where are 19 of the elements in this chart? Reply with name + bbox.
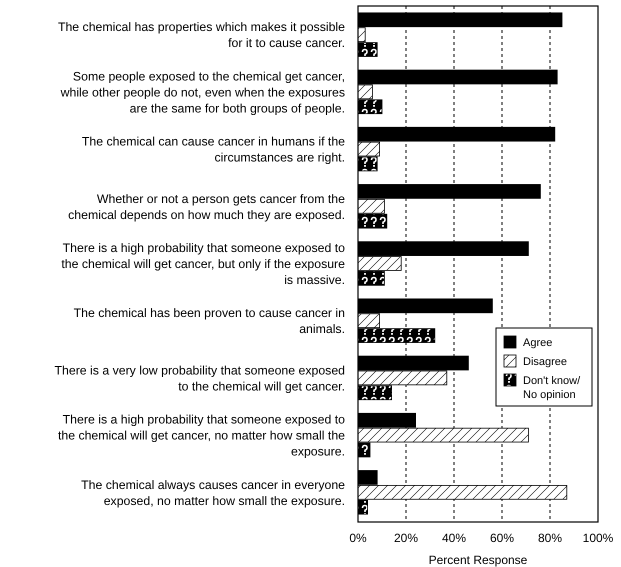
- y-tick-label: The chemical can cause cancer in humans if the circumstances are right.: [82, 134, 346, 165]
- y-tick-label: Whether or not a person gets cancer from the chemical depends on how much they are exposed.: [68, 192, 346, 222]
- x-tick-label: 60%: [490, 531, 514, 545]
- y-tick-label: There is a very low probability that someone exposed to the chemical will get cancer.: [54, 363, 346, 394]
- y-tick-label: The chemical has properties which makes it possible for it to cause cancer.: [58, 20, 346, 50]
- x-tick-label: 20%: [394, 531, 418, 545]
- legend-label: Agree: [523, 337, 552, 349]
- legend-label: Don't know/ No opinion: [523, 375, 582, 401]
- y-tick-label: The chemical always causes cancer in everyone exposed, no matter how small the exposure.: [81, 478, 346, 508]
- y-tick-label: There is a high probability that someone exposed to the chemical will get cancer, but only if the exposure is massive.: [61, 241, 346, 287]
- y-tick-label: Some people exposed to the chemical get cancer, while other people do not, even when the exposures are the same for both groups of people.: [60, 69, 345, 116]
- x-tick-label: 80%: [538, 531, 562, 545]
- x-tick-label: 100%: [582, 531, 614, 545]
- x-axis-title: Percent Response: [428, 553, 528, 567]
- y-tick-label: There is a high probability that someone exposed to the chemical will get cancer, no matter how small the exposure.: [58, 412, 346, 459]
- x-tick-label: 40%: [442, 531, 466, 545]
- x-tick-label: 0%: [349, 531, 367, 545]
- legend-label: Disagree: [523, 356, 568, 368]
- y-tick-label: The chemical has been proven to cause cancer in animals.: [74, 306, 346, 336]
